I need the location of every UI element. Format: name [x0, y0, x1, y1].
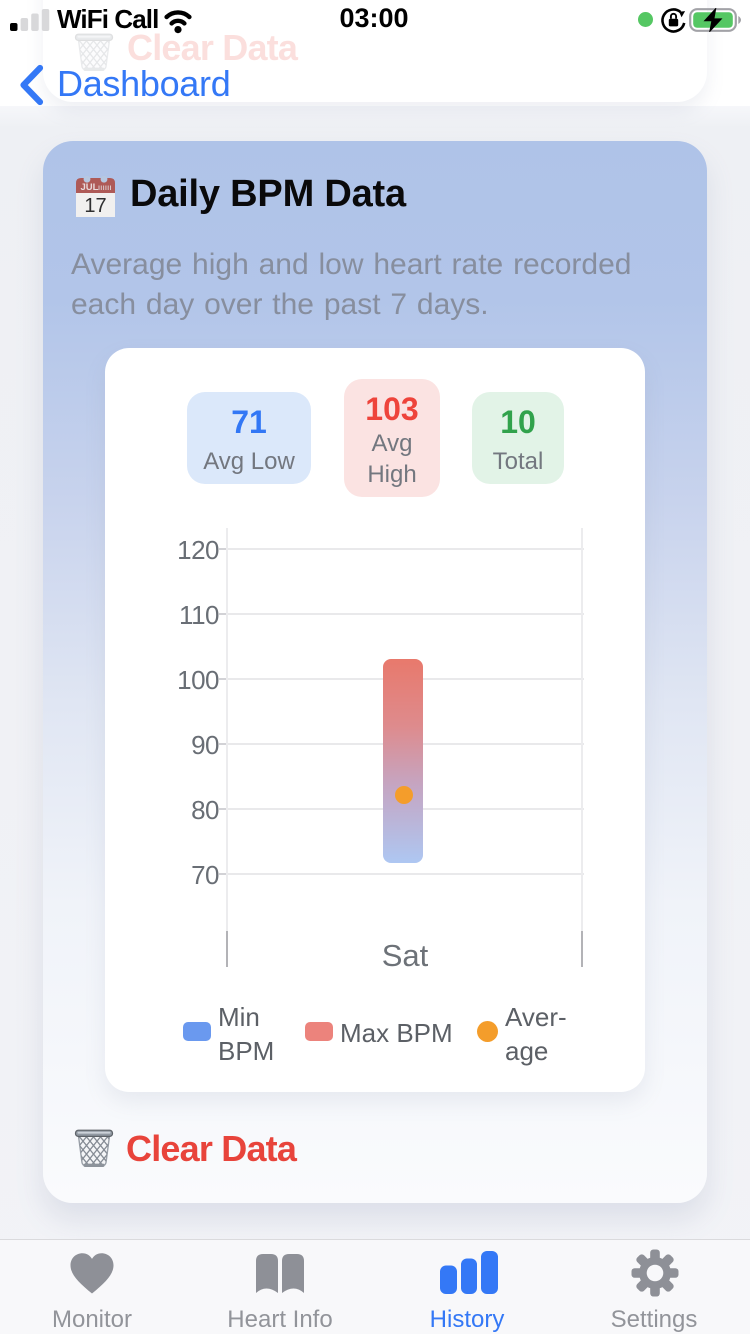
- svg-text:JUL: JUL: [81, 182, 99, 193]
- svg-text:17: 17: [84, 195, 106, 217]
